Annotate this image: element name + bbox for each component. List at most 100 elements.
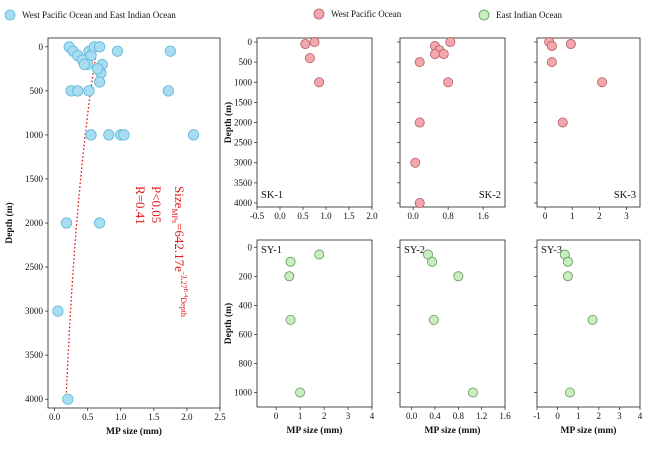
data-point (285, 314, 296, 325)
y-tick-label: 3500 (234, 178, 253, 188)
data-point (284, 271, 295, 282)
data-point (309, 37, 320, 48)
y-tick-label: 2500 (25, 262, 44, 272)
x-tick-label: 2.0 (366, 211, 378, 221)
panel-sy-1: 0 1 2 3 4 0 200 400 600 800 1000 MP size (mm) Depth … (223, 239, 375, 436)
fit-eq-exp2: E-4 (182, 289, 188, 298)
legend-label-west-pacific: West Pacific Ocean (331, 9, 402, 19)
fit-equation: SizeMPs=642.17e-3.27E-4Depth (170, 186, 188, 317)
x-axis-label: MP size (mm) (106, 426, 162, 437)
data-point (565, 39, 576, 50)
fit-eq-exp: -3.27 (179, 272, 188, 289)
fit-eq-size: Size (172, 186, 187, 209)
legend-item-east-indian: East Indian Ocean (478, 9, 562, 21)
data-point (562, 256, 573, 267)
x-tick-label: 0 (543, 211, 548, 221)
y-tick-label: 2000 (234, 118, 253, 128)
y-tick-label: 2000 (25, 218, 44, 228)
legend-label-combined: West Pacific Ocean and East Indian Ocean (22, 10, 176, 20)
data-point (103, 129, 115, 141)
data-point (414, 197, 425, 208)
x-tick-label: 2 (597, 211, 602, 221)
y-tick-label: 800 (239, 358, 253, 368)
plot-frame (256, 37, 373, 208)
y-tick-label: 1000 (25, 130, 44, 140)
x-tick-label: 1.5 (343, 211, 355, 221)
x-tick-label: 0.8 (443, 211, 455, 221)
x-tick-label: 1.0 (320, 211, 332, 221)
data-point (445, 37, 456, 48)
data-point (453, 271, 464, 282)
data-point (428, 314, 439, 325)
y-tick-label: 0 (248, 37, 253, 47)
y-tick-label: 1500 (25, 174, 44, 184)
x-tick-label: -1 (533, 411, 541, 421)
plot-frame (256, 239, 373, 408)
y-tick-label: 0 (248, 242, 253, 252)
fit-eq-depth: Depth (179, 297, 188, 317)
x-tick-label: 0.0 (274, 211, 286, 221)
x-tick-label: 2 (597, 411, 602, 421)
legend-item-west-pacific: West Pacific Ocean (313, 8, 402, 20)
x-tick-label: 1.6 (499, 411, 511, 421)
plot-frame (399, 239, 506, 408)
data-point (295, 387, 306, 398)
x-tick-label: 1.2 (476, 411, 487, 421)
data-point (118, 129, 130, 141)
legend-marker-east-indian (478, 9, 490, 21)
x-tick-label: 3 (346, 411, 351, 421)
data-point (467, 387, 478, 398)
data-point (94, 76, 106, 88)
y-tick-label: 3000 (25, 306, 44, 316)
x-tick-label: 1.6 (478, 211, 490, 221)
data-point (438, 49, 449, 60)
y-tick-label: 0 (39, 42, 44, 52)
data-point (60, 217, 73, 229)
x-tick-label: 1 (298, 411, 303, 421)
x-tick-label: 3 (624, 211, 629, 221)
x-tick-label: 3 (617, 411, 622, 421)
x-tick-label: 2 (322, 411, 327, 421)
data-point (162, 85, 174, 97)
fit-r-value: R=0.41 (133, 186, 148, 225)
data-point (410, 157, 421, 168)
legend-label-east-indian: East Indian Ocean (496, 10, 562, 20)
data-point (314, 77, 325, 88)
y-tick-label: 2500 (234, 138, 253, 148)
data-point (52, 305, 64, 317)
x-axis-label: MP size (mm) (287, 425, 343, 436)
data-point (429, 49, 440, 60)
y-tick-label: 1000 (234, 77, 253, 87)
x-tick-label: 0.4 (429, 411, 441, 421)
data-point (94, 41, 106, 53)
legend-item-combined: West Pacific Ocean and East Indian Ocean (4, 9, 176, 21)
x-tick-label: 2.5 (214, 412, 226, 422)
y-axis-label: Depth (m) (223, 303, 234, 344)
y-tick-label: 400 (239, 300, 253, 310)
data-point (300, 39, 311, 50)
panel-tag: SY-2 (404, 245, 425, 256)
x-tick-label: 0 (555, 411, 560, 421)
x-tick-label: 0.0 (49, 412, 61, 422)
data-point (78, 58, 90, 71)
legend-marker-west-pacific (313, 8, 325, 20)
x-axis-label: MP size (mm) (425, 425, 481, 436)
y-axis-label: Depth (m) (223, 102, 234, 143)
data-point (443, 77, 454, 88)
y-tick-label: 600 (239, 329, 253, 339)
panel-tag: SY-3 (541, 245, 562, 256)
plot-frame (536, 239, 641, 408)
panel-sk-2: 0.0 0.8 1.6 SK-2 (397, 37, 506, 221)
y-tick-label: 4000 (25, 394, 44, 404)
fit-p-value: P<0.05 (149, 186, 164, 223)
x-tick-label: 1 (576, 411, 581, 421)
x-tick-label: 1 (570, 211, 575, 221)
x-axis-label: MP size (mm) (561, 425, 617, 436)
data-point (285, 256, 296, 267)
data-point (427, 256, 438, 267)
data-point (314, 249, 325, 260)
y-tick-label: 500 (239, 57, 253, 67)
panel-tag: SK-3 (614, 190, 636, 201)
panel-tag: SK-1 (261, 190, 283, 201)
x-tick-label: 0.0 (408, 211, 420, 221)
